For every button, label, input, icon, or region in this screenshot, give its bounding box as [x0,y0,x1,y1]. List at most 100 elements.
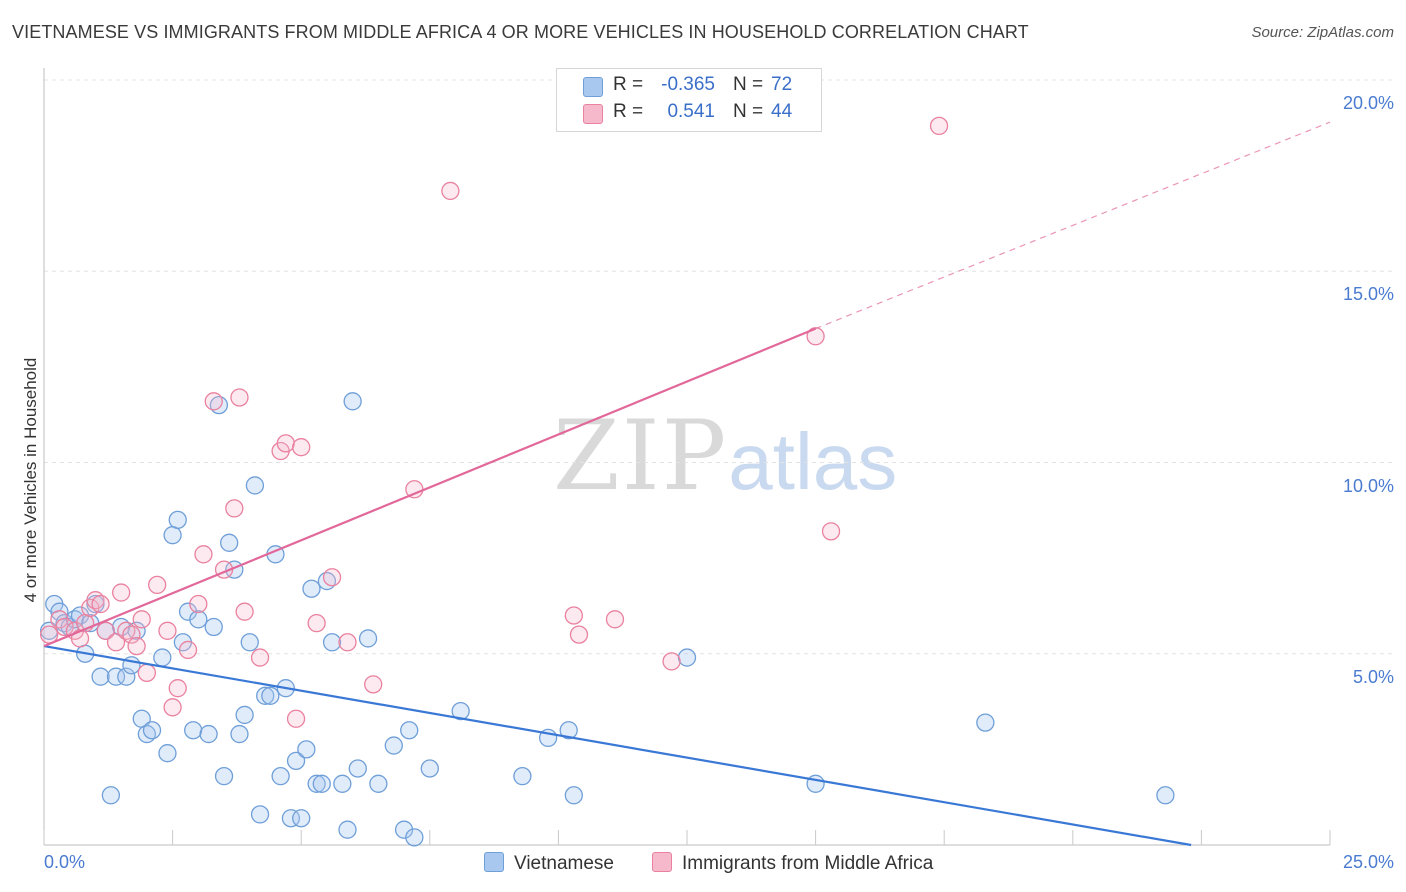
data-point-middle-africa [441,181,460,201]
data-point-vietnamese [338,820,357,839]
chart-title: VIETNAMESE VS IMMIGRANTS FROM MIDDLE AFR… [12,22,1029,42]
data-point-vietnamese [1156,786,1175,805]
data-point-middle-africa [132,610,151,629]
data-point-middle-africa [569,625,589,644]
legend-r-label: R = [613,74,644,95]
x-tick-label-min: 0.0% [44,852,86,872]
data-point-vietnamese [451,701,470,721]
data-point-middle-africa [55,617,74,637]
data-point-vietnamese [158,744,177,763]
bottom-legend-vietnamese: Vietnamese [484,852,614,875]
data-point-vietnamese [168,510,187,530]
y-tick-label: 5.0% [1352,666,1394,687]
data-point-middle-africa [806,327,825,346]
data-point-vietnamese [405,828,424,847]
data-point-vietnamese [292,809,311,828]
x-tick-label-max: 25.0% [1342,852,1394,872]
data-point-middle-africa [189,594,208,614]
data-point-middle-africa [91,594,110,614]
data-point-vietnamese [271,767,290,786]
data-point-vietnamese [189,610,208,629]
data-point-middle-africa [230,388,249,407]
data-point-vietnamese [333,774,352,793]
data-point-vietnamese [101,786,121,805]
data-point-vietnamese [245,476,265,495]
legend-r-value: 0.541 [667,101,715,122]
data-point-vietnamese [261,686,280,705]
legend-n-value: 44 [771,101,793,122]
data-point-vietnamese [369,774,388,793]
data-point-vietnamese [199,724,218,744]
data-point-vietnamese [106,667,126,686]
data-point-vietnamese [559,721,578,740]
data-point-middle-africa [662,652,681,671]
data-point-middle-africa [307,614,326,633]
bottom-legend-swatch-vietnamese [484,852,504,872]
data-point-middle-africa [96,621,115,640]
data-point-middle-africa [70,629,90,648]
data-point-vietnamese [163,526,182,545]
data-point-vietnamese [420,759,439,778]
data-point-middle-africa [286,709,306,728]
data-point-middle-africa [564,606,583,625]
data-point-vietnamese [91,667,110,686]
legend-n-value: 72 [771,74,793,95]
data-point-vietnamese [297,740,316,759]
correlation-legend: R = -0.365 N = 72 R = 0.541 N = 44 [556,68,822,132]
bottom-legend-middle-africa: Immigrants from Middle Africa [652,852,933,875]
data-point-vietnamese [513,767,532,786]
y-tick-label: 20.0% [1342,93,1394,113]
data-point-vietnamese [184,721,203,740]
data-point-vietnamese [230,724,249,744]
data-point-vietnamese [250,805,270,824]
data-point-vietnamese [976,713,995,732]
data-point-middle-africa [112,583,131,602]
data-point-vietnamese [142,721,162,740]
data-point-vietnamese [384,736,403,755]
data-point-vietnamese [214,767,234,786]
data-point-middle-africa [250,648,270,667]
trendline-middle-africa [43,327,817,648]
data-point-middle-africa [158,621,177,640]
data-point-middle-africa [292,438,311,457]
data-point-middle-africa [148,575,167,595]
data-point-vietnamese [307,774,326,793]
data-point-vietnamese [343,392,362,411]
source-label: Source: ZipAtlas.com [1251,24,1394,41]
data-point-vietnamese [302,579,321,598]
data-point-vietnamese [322,633,342,652]
data-point-middle-africa [178,640,198,660]
y-tick-label: 15.0% [1342,284,1394,305]
data-point-middle-africa [276,434,295,453]
data-point-middle-africa [225,499,244,518]
data-point-vietnamese [281,809,301,828]
watermark-atlas: atlas [728,417,898,506]
data-point-vietnamese [394,820,414,839]
bottom-legend-swatch-middle-africa [652,852,672,872]
data-point-vietnamese [240,633,259,652]
data-point-middle-africa [127,636,146,656]
data-point-vietnamese [400,721,419,740]
data-point-vietnamese [256,686,275,705]
data-point-middle-africa [194,545,213,564]
data-point-vietnamese [178,602,198,621]
y-axis-label: 4 or more Vehicles in Household [21,357,40,603]
data-point-vietnamese [312,774,331,793]
data-point-middle-africa [106,633,126,652]
data-point-middle-africa [605,610,625,629]
legend-n-label: N = [733,101,764,122]
data-point-middle-africa [338,633,357,652]
legend-n-label: N = [733,74,764,95]
watermark-zip: ZIP [553,400,729,512]
legend-swatch-middle-africa [583,104,603,124]
data-point-middle-africa [929,116,949,136]
data-point-middle-africa [137,663,157,683]
data-point-vietnamese [677,648,697,667]
watermark: ZIPatlas [553,400,897,512]
legend-swatch-vietnamese [583,77,603,97]
trendline-vietnamese [43,645,1192,847]
data-point-middle-africa [235,602,254,621]
data-point-middle-africa [122,625,141,644]
legend-r-label: R = [613,101,644,122]
